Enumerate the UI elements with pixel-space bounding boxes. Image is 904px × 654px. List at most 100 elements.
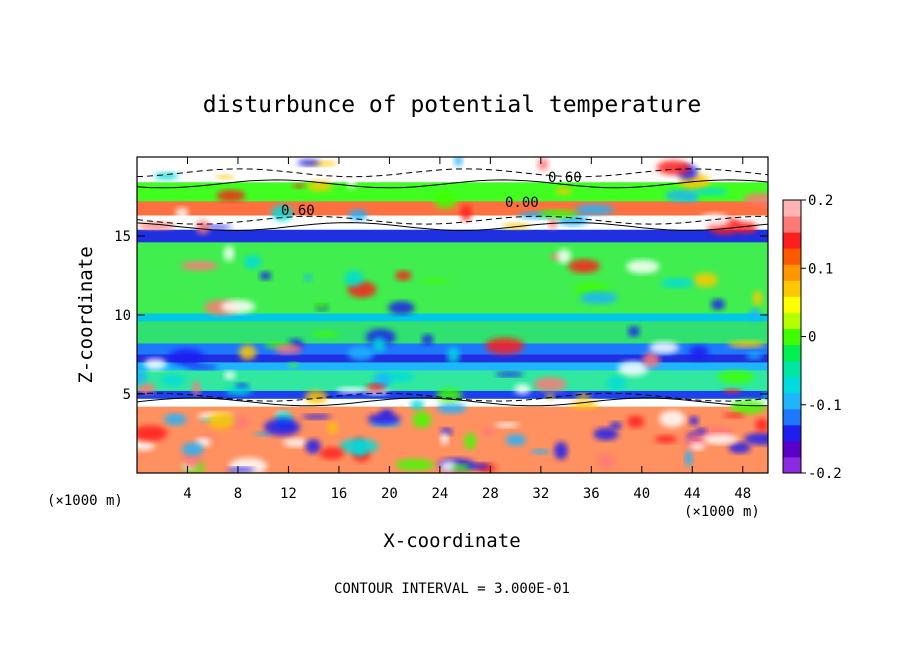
field-blob-33 [436,403,467,414]
colorbar-segment-13 [783,248,801,265]
field-blob-133 [344,270,364,287]
x-tick-label-3: 16 [330,486,347,502]
field-blob-61 [339,438,379,454]
x-unit-left: (×1000 m) [47,493,123,509]
contour-line-3 [137,215,768,225]
colorbar-segment-4 [783,392,801,410]
contour-interval-note: CONTOUR INTERVAL = 3.000E-01 [334,581,570,597]
field-blob-109 [225,386,253,396]
x-tick-label-5: 24 [431,486,448,502]
field-band-7 [137,321,768,344]
colorbar-segment-8 [783,328,801,346]
field-blob-96 [717,370,755,384]
colorbar-segment-12 [783,264,801,281]
contour-lines [137,168,768,407]
field-blob-136 [660,278,695,289]
field-blob-94 [514,383,531,395]
field-blob-89 [746,352,763,360]
field-blob-29 [530,449,551,455]
field-blob-121 [221,299,256,314]
field-blob-99 [238,344,257,361]
field-blob-58 [181,451,202,469]
field-blob-69 [327,421,338,435]
field-blob-162 [215,174,235,180]
colorbar-tick-label-0: 0.2 [808,193,833,209]
field-band-8 [137,313,768,322]
field-blob-92 [545,393,555,400]
field-blob-49 [305,439,321,454]
field-blob-149 [574,204,615,215]
colorbar-tick-label-2: 0 [808,330,816,346]
field-blob-129 [710,298,725,310]
x-tick-label-11: 48 [734,486,751,502]
field-blob-103 [642,352,660,368]
field-blob-123 [693,272,718,288]
field-blob-164 [656,160,691,176]
chart-title: disturbunce of potential temperature [203,92,702,118]
field-blob-23 [137,425,168,442]
field-blob-13 [655,435,678,444]
field-blob-76 [689,345,709,360]
field-blob-122 [259,271,272,280]
field-blob-91 [192,381,201,396]
field-blob-104 [649,341,680,354]
field-blob-168 [175,207,189,219]
contour-label-3: 0.00 [505,195,539,211]
field-band-10 [137,229,768,243]
y-tick-label-2: 15 [114,229,131,245]
field-blob-65 [440,432,449,446]
field-blob-83 [617,361,649,377]
colorbar-segment-0 [783,456,801,474]
field-blob-117 [752,290,763,306]
field-blob-64 [495,422,519,428]
field-blob-37 [367,413,401,425]
field-blob-101 [137,368,148,385]
x-tick-label-2: 12 [280,486,297,502]
colorbar-segment-14 [783,232,801,249]
field-blob-15 [730,399,766,415]
field-blob-156 [537,157,549,171]
field-blob-110 [169,348,204,366]
field-blob-150 [699,213,731,227]
contour-line-5 [137,168,768,178]
field-blob-6 [554,441,568,460]
field-blob-40 [254,431,273,437]
colorbar-tick-label-3: -0.1 [808,398,842,414]
field-blob-127 [223,245,235,262]
contour-label-2: 0.60 [281,203,315,219]
field-blob-74 [224,371,236,380]
field-blob-171 [692,187,728,196]
field-blob-44 [695,428,707,435]
field-blob-57 [593,427,619,441]
field-blob-10 [609,421,623,430]
x-unit-right: (×1000 m) [684,504,760,520]
field-blob-82 [144,358,167,371]
x-tick-label-6: 28 [482,486,499,502]
field-blob-112 [288,362,299,368]
x-tick-label-10: 44 [684,486,701,502]
x-tick-label-8: 36 [583,486,600,502]
field-blob-90 [274,344,303,354]
field-blob-12 [728,442,751,454]
field-blob-134 [314,301,328,310]
field-blob-86 [372,337,386,353]
colorbar-tick-label-1: 0.1 [808,261,833,277]
field-blob-108 [336,386,367,394]
field-blob-155 [216,190,246,202]
field-blob-137 [243,254,262,269]
heatmap-field [137,157,768,473]
field-blob-78 [421,334,434,346]
field-blob-28 [412,411,432,429]
field-blob-52 [208,411,235,430]
colorbar-segment-6 [783,360,801,378]
field-blob-153 [348,209,368,221]
field-blob-145 [154,172,179,180]
contour-line-2 [137,222,768,232]
field-blob-114 [347,346,375,361]
field-band-1 [137,398,768,407]
field-blob-84 [727,340,766,348]
colorbar-segment-9 [783,312,801,329]
field-blob-36 [395,458,435,471]
field-blob-152 [460,204,472,222]
